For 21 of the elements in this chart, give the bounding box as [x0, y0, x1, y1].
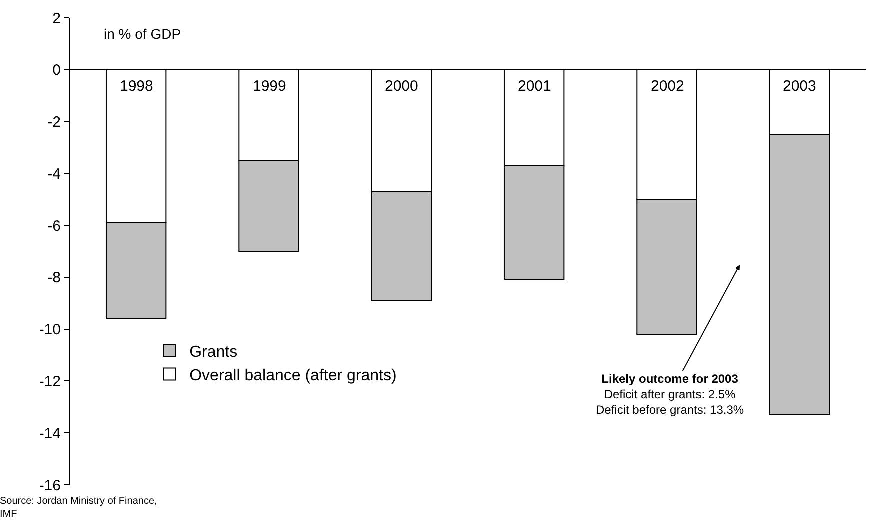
y-tick-label: 0	[52, 62, 61, 80]
y-axis-title: in % of GDP	[104, 26, 182, 42]
source-note: Source: Jordan Ministry of Finance, IMF	[0, 496, 158, 520]
x-tick-label: 2001	[518, 78, 552, 95]
legend-label: Overall balance (after grants)	[190, 368, 397, 385]
annotation: Likely outcome for 2003 Deficit after grants: 2.5% Deficit before grants: 13.3%	[596, 372, 744, 418]
x-tick-label: 1999	[253, 78, 286, 95]
y-tick-label: -6	[48, 218, 61, 235]
y-tick-label: -10	[39, 322, 61, 339]
x-tick-label: 1998	[120, 78, 154, 95]
y-tick-label: -2	[48, 114, 61, 132]
x-tick-label: 2002	[651, 78, 684, 95]
y-tick-label: -14	[39, 425, 61, 442]
y-tick-label: -8	[48, 270, 61, 287]
y-tick-label: -12	[39, 373, 61, 390]
y-tick-label: -4	[48, 166, 61, 183]
x-tick-label: 2003	[783, 78, 816, 95]
y-tick-label: -16	[39, 477, 61, 494]
y-tick-label: 2	[52, 10, 61, 28]
legend-label: Grants	[190, 344, 238, 361]
x-tick-label: 2000	[385, 78, 418, 95]
